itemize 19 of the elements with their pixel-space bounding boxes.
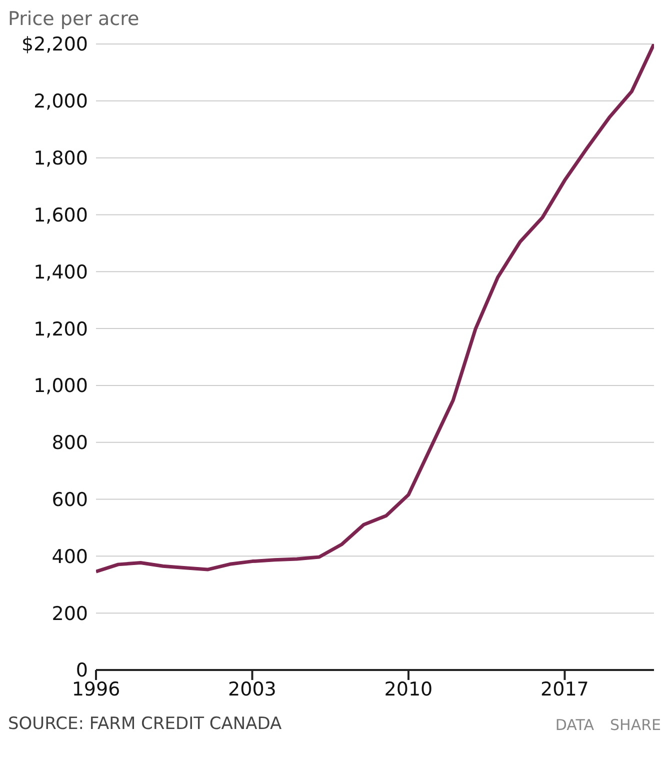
y-axis-title: Price per acre — [8, 8, 140, 30]
y-tick-label: 1,200 — [34, 318, 88, 340]
y-tick-label: 600 — [52, 489, 88, 512]
line-series — [96, 44, 654, 574]
y-tick-label: 1,800 — [34, 148, 88, 170]
x-tick-label: 2017 — [540, 678, 589, 700]
text: SHARE — [610, 716, 661, 734]
y-tick-label: 200 — [52, 602, 88, 625]
y-tick-label: 1,400 — [34, 261, 88, 284]
source-note: SOURCE: FARM CREDIT CANADA — [8, 714, 282, 734]
y-tick-label: $2,200 — [22, 34, 88, 56]
y-tick-label: 800 — [52, 432, 88, 454]
y-tick-label: 1,000 — [34, 375, 88, 398]
text: DATA — [555, 716, 594, 734]
y-tick-label: 2,000 — [34, 90, 88, 113]
y-tick-label: 1,600 — [34, 204, 88, 226]
y-tick-label: 400 — [52, 546, 88, 568]
x-tick-label: 2010 — [384, 678, 433, 700]
x-tick-label: 2003 — [228, 678, 276, 700]
